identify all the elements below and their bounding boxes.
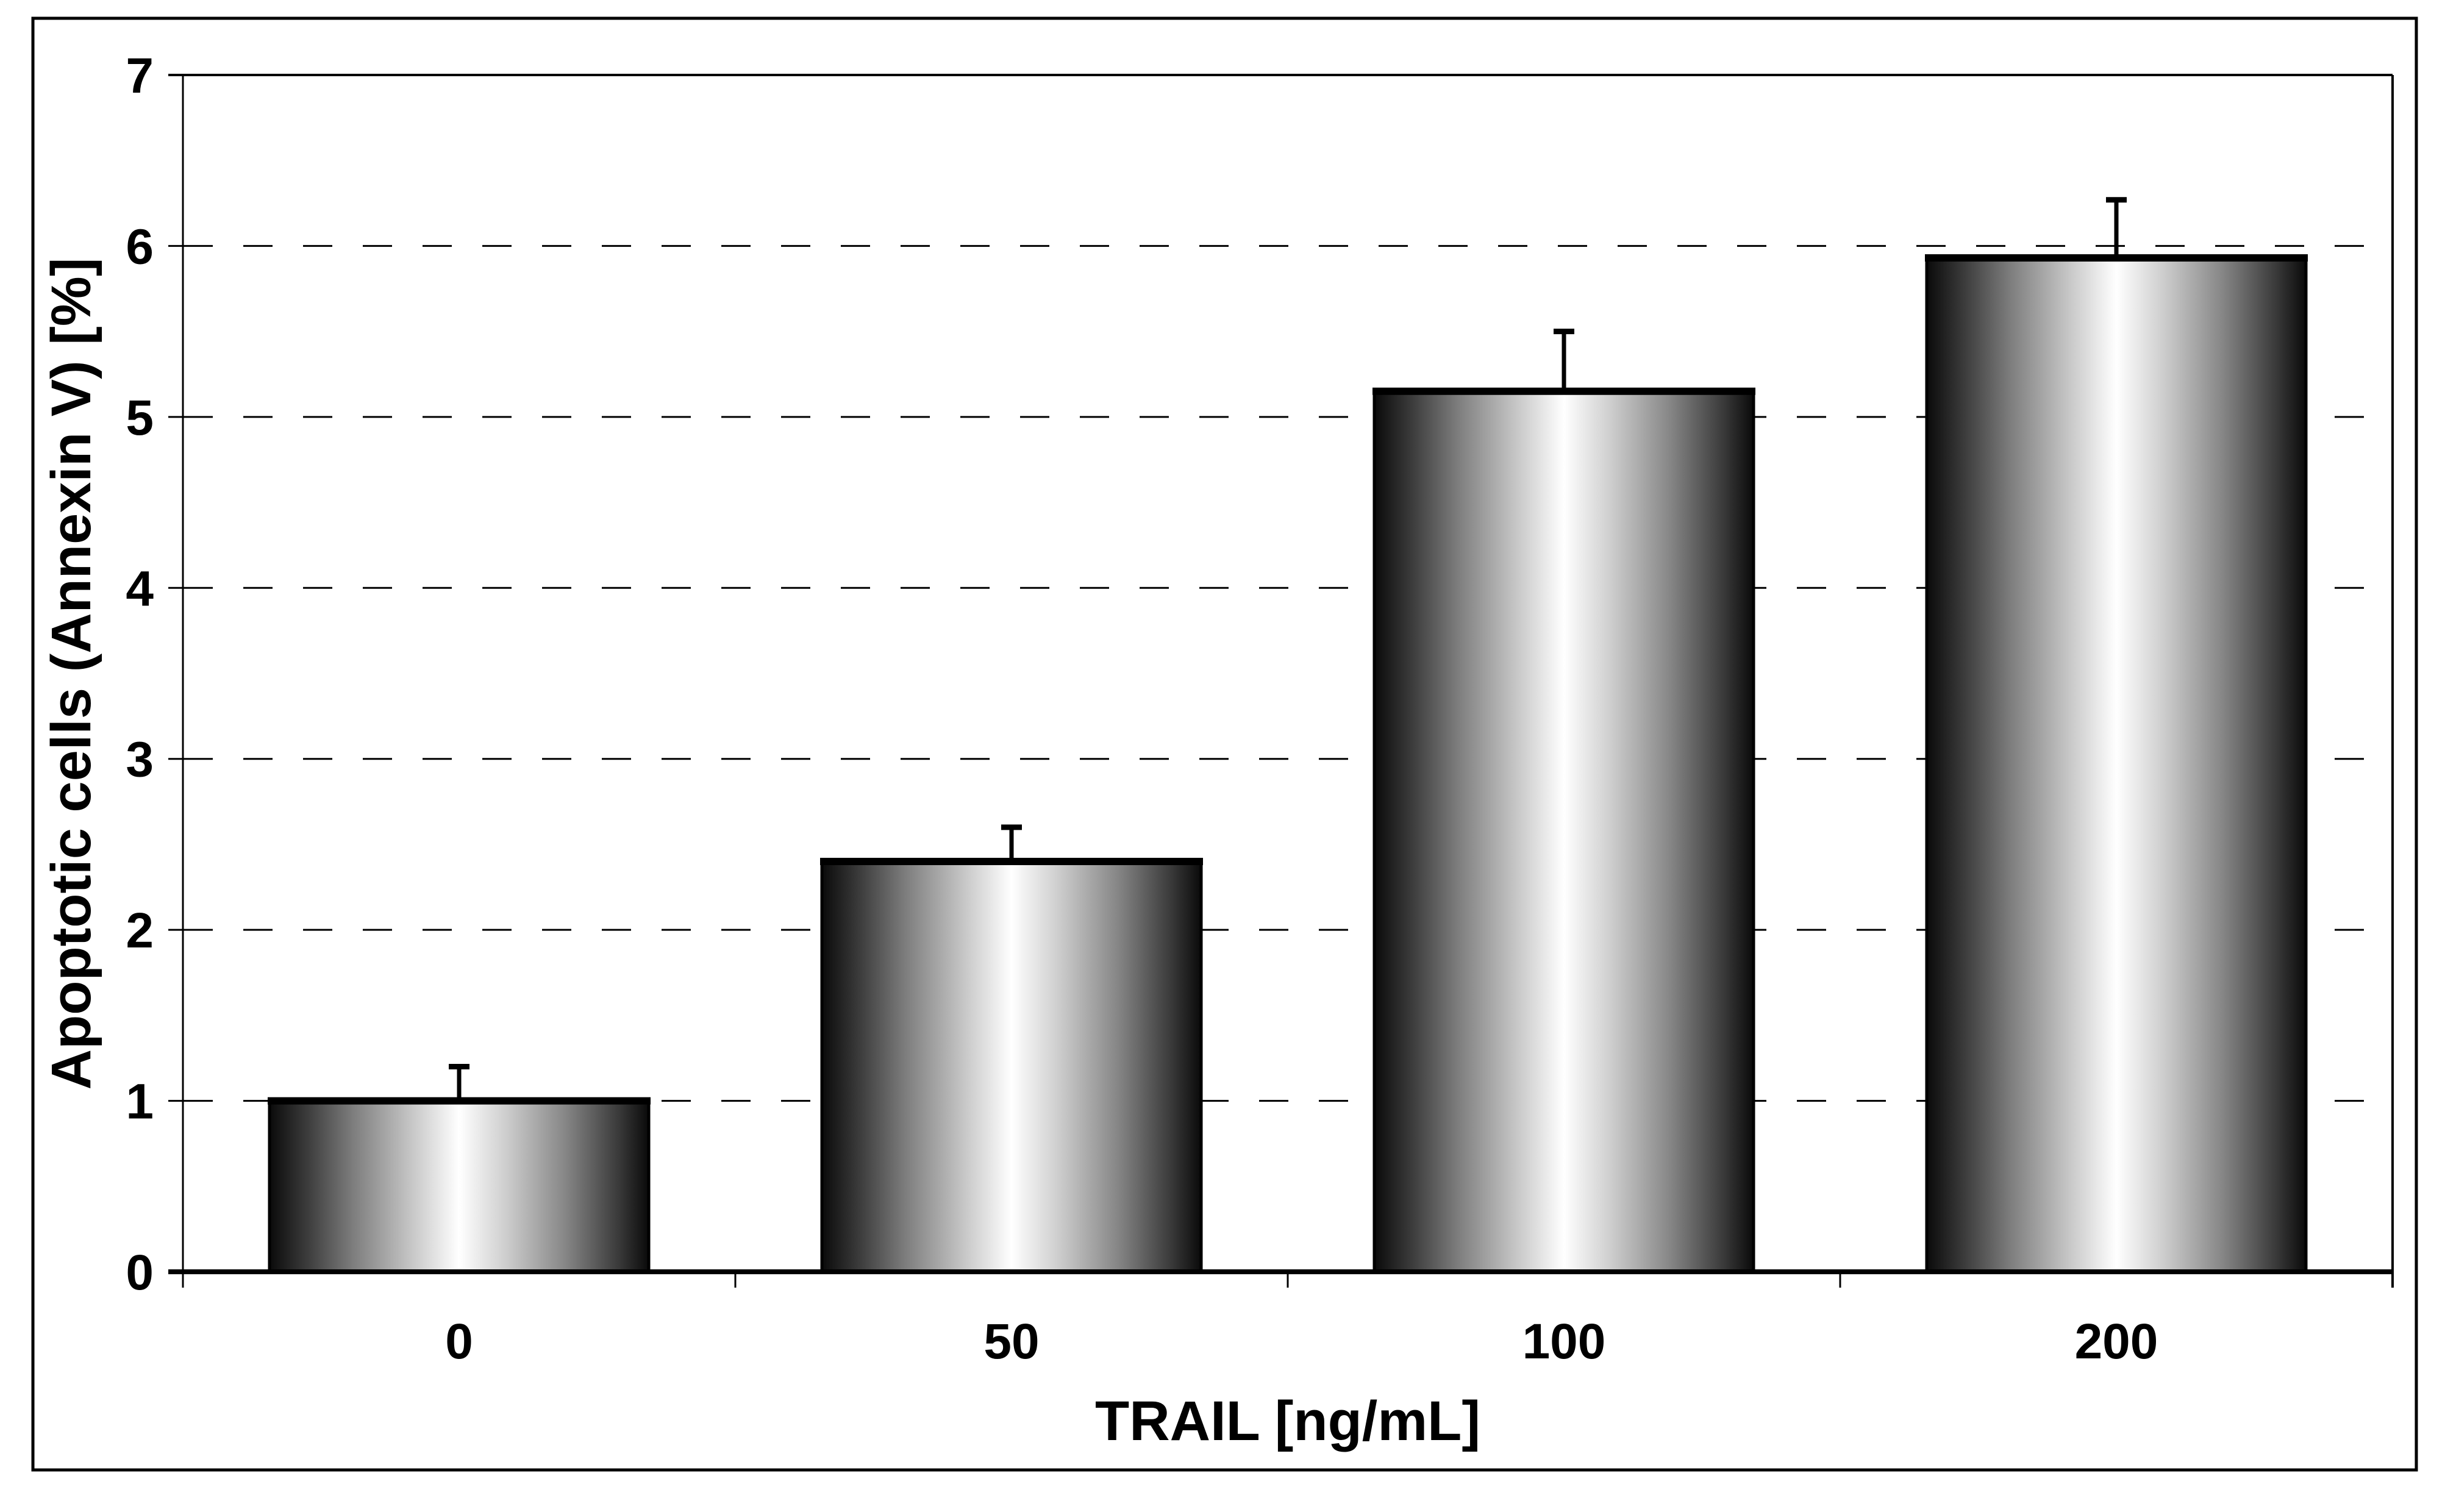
y-tick-label: 2 (126, 903, 154, 958)
bar-50 (820, 860, 1203, 1274)
tick-labels: 0 1 2 3 4 5 6 7 0 50 100 200 (126, 48, 2158, 1369)
figure-border (31, 16, 2418, 1472)
axes (168, 74, 2394, 1288)
y-tick-label: 7 (126, 48, 154, 104)
error-bars (449, 197, 2127, 1101)
y-tick-label: 6 (126, 219, 154, 274)
y-tick-label: 3 (126, 732, 154, 788)
tick-marks (168, 74, 2394, 1288)
y-tick-label: 1 (126, 1074, 154, 1130)
bar-200 (1925, 256, 2308, 1274)
x-tick-label: 200 (2075, 1314, 2158, 1369)
bars (268, 254, 2308, 1274)
x-tick-label: 50 (983, 1314, 1039, 1369)
x-axis-title: TRAIL [ng/mL] (1095, 1390, 1480, 1452)
x-tick-label: 100 (1522, 1314, 1606, 1369)
bar-0 (268, 1099, 651, 1274)
y-tick-label: 4 (126, 561, 154, 616)
x-tick-label: 0 (445, 1314, 473, 1369)
bar-100 (1372, 390, 1755, 1274)
y-tick-label: 5 (126, 390, 154, 446)
y-axis-title: Apoptotic cells (Annexin V) [%] (40, 258, 102, 1090)
y-tick-label: 0 (126, 1245, 154, 1300)
gridlines (184, 244, 2391, 1102)
